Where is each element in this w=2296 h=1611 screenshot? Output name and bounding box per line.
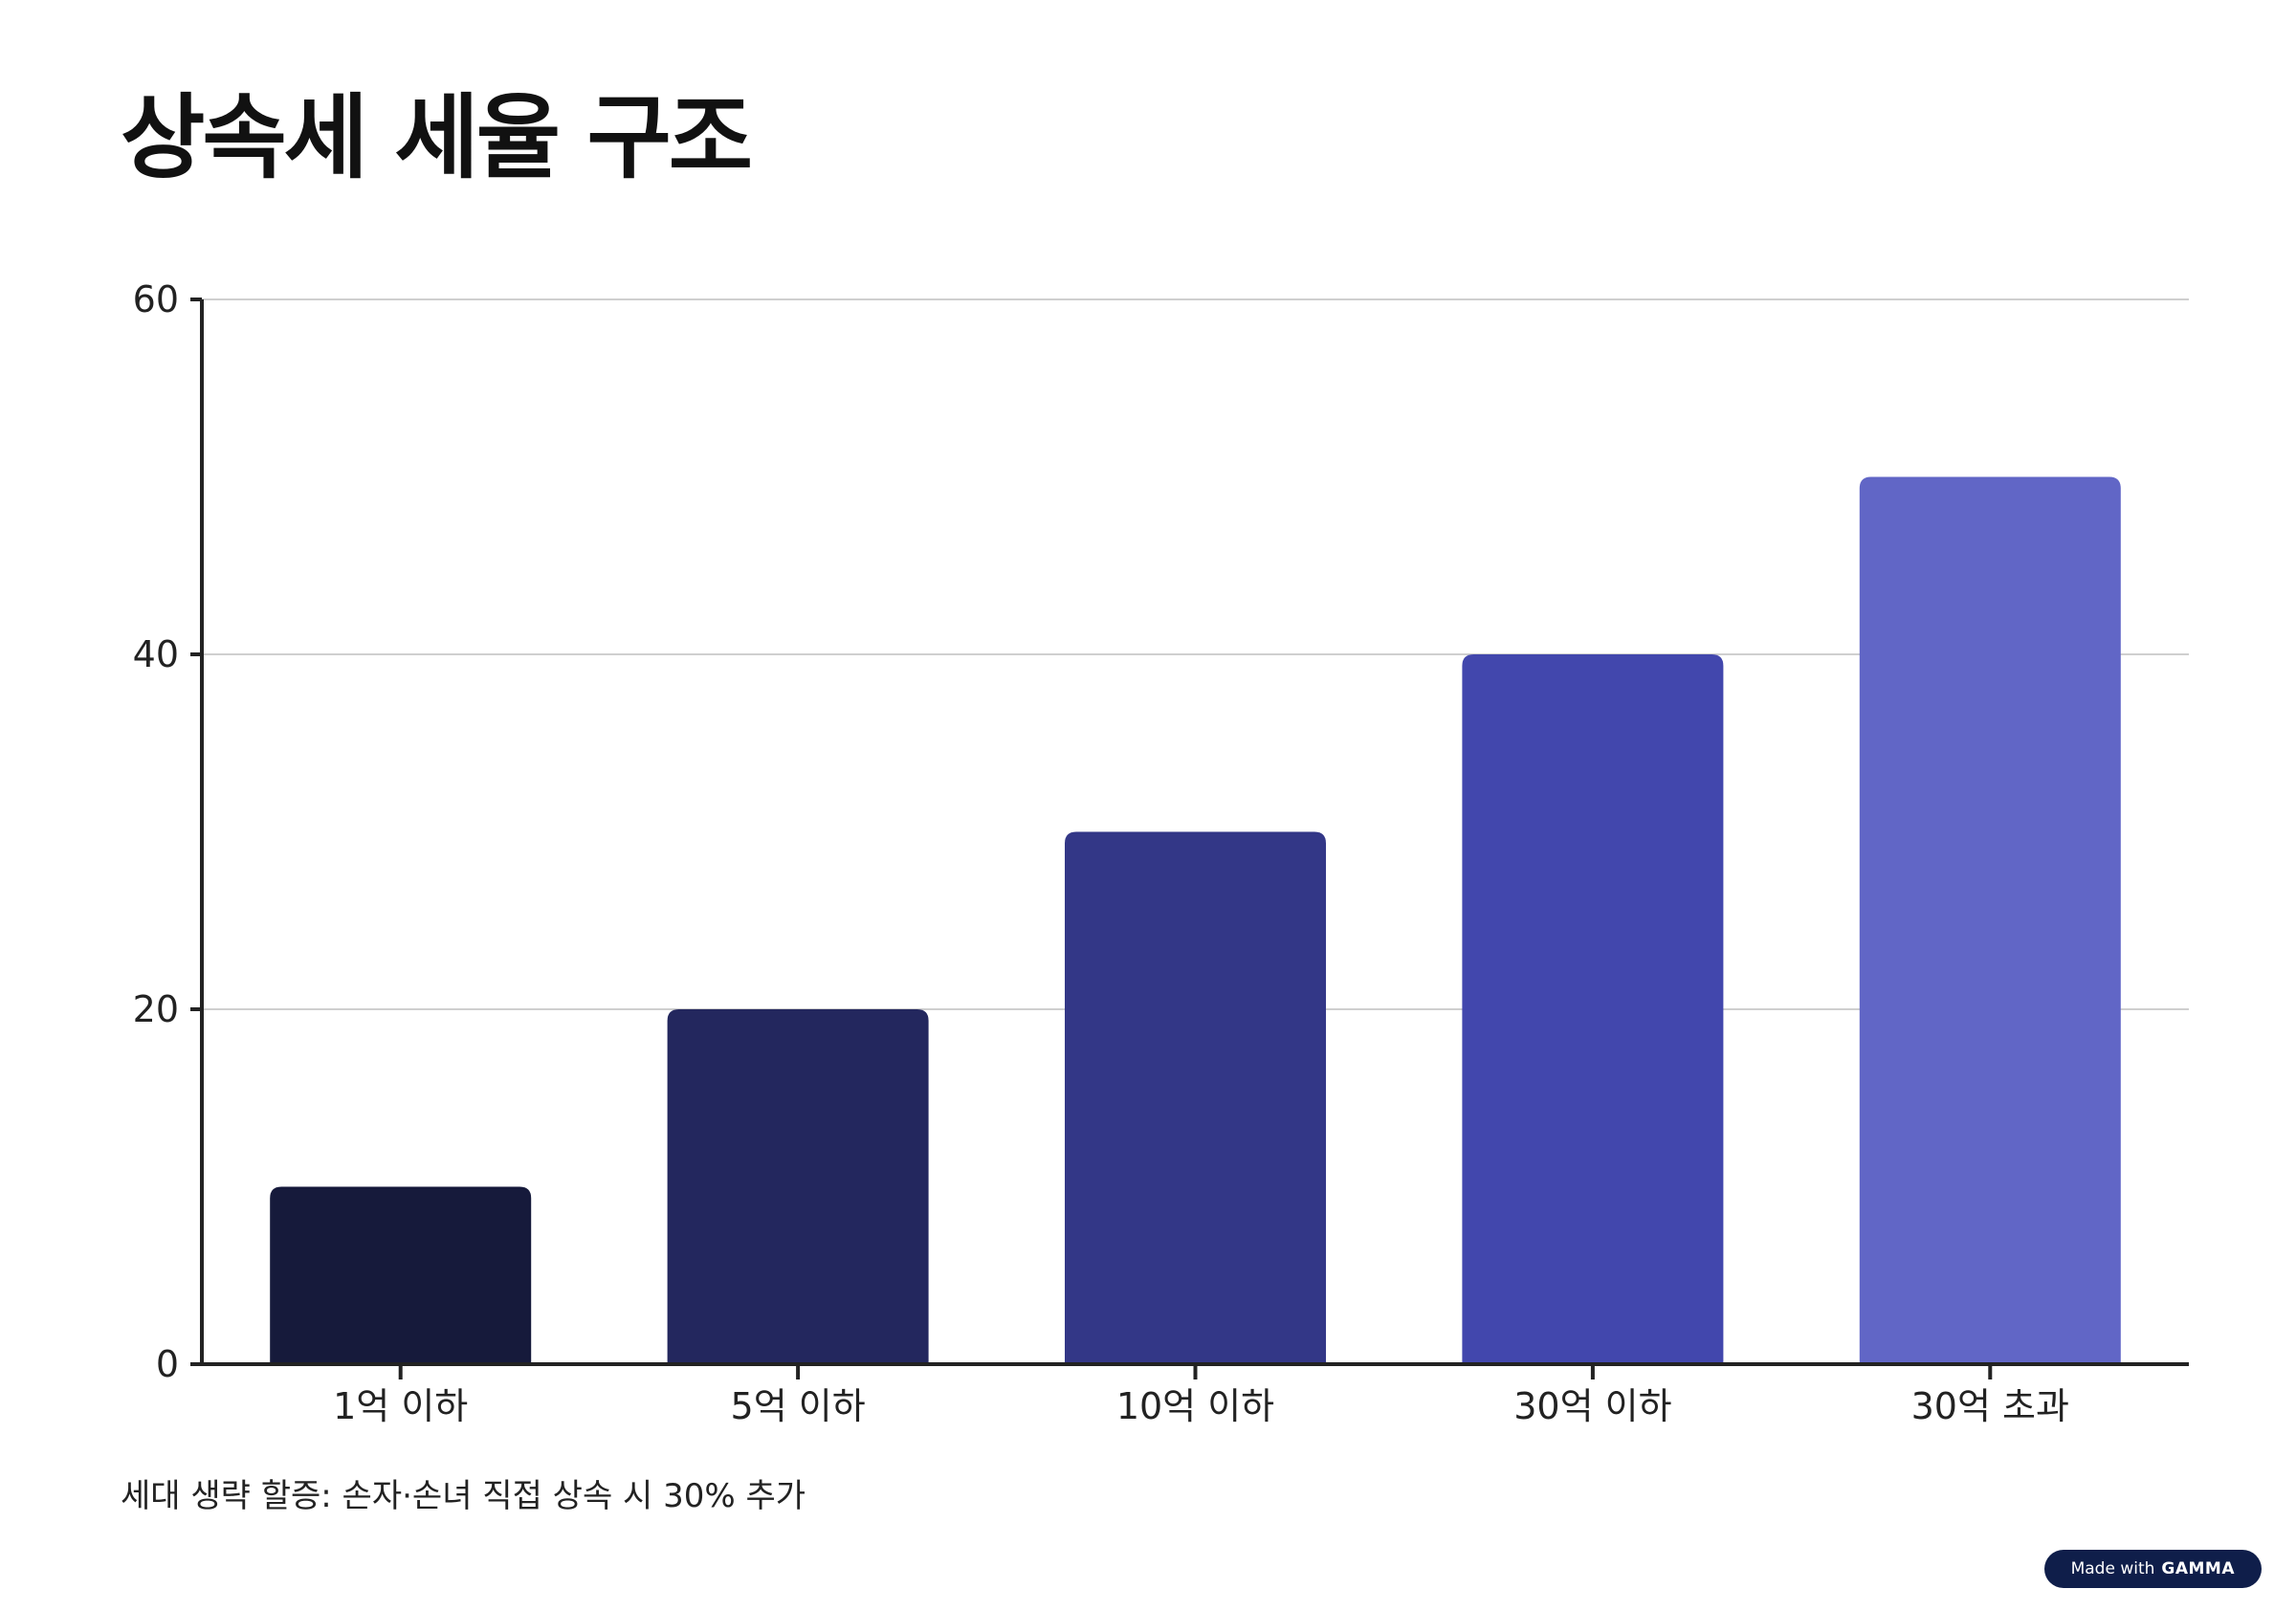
footnote: 세대 생략 할증: 손자·손녀 직접 상속 시 30% 추가 (121, 1477, 806, 1515)
x-ticks: 1억 이하 5억 이하 10억 이하 30억 이하 30억 초과 (333, 1364, 2069, 1427)
bar-3 (1065, 831, 1326, 1364)
x-tick-label: 30억 이하 (1513, 1385, 1671, 1427)
bar-2 (667, 1009, 929, 1364)
y-tick-label: 20 (133, 988, 179, 1030)
x-tick-label: 5억 이하 (731, 1385, 866, 1427)
bar-5 (1859, 476, 2121, 1364)
made-with-gamma-badge[interactable]: Made with GAMMA (2043, 1550, 2262, 1588)
bar-1 (270, 1186, 532, 1364)
x-tick-label: 10억 이하 (1116, 1385, 1274, 1427)
y-tick-label: 40 (133, 633, 179, 675)
badge-prefix: Made with (2070, 1559, 2155, 1578)
bar-4 (1462, 654, 1724, 1364)
x-tick-label: 1억 이하 (333, 1385, 468, 1427)
bars (270, 476, 2121, 1364)
gamma-logo: GAMMA (2161, 1559, 2235, 1578)
x-tick-label: 30억 초과 (1911, 1385, 2069, 1427)
y-tick-label: 60 (133, 278, 179, 320)
y-tick-label: 0 (156, 1343, 179, 1385)
y-ticks: 0 20 40 60 (133, 278, 202, 1385)
page-title: 상속세 세율 구조 (121, 84, 753, 191)
